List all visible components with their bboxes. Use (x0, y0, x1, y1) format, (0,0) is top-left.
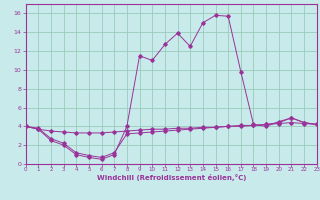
X-axis label: Windchill (Refroidissement éolien,°C): Windchill (Refroidissement éolien,°C) (97, 174, 246, 181)
